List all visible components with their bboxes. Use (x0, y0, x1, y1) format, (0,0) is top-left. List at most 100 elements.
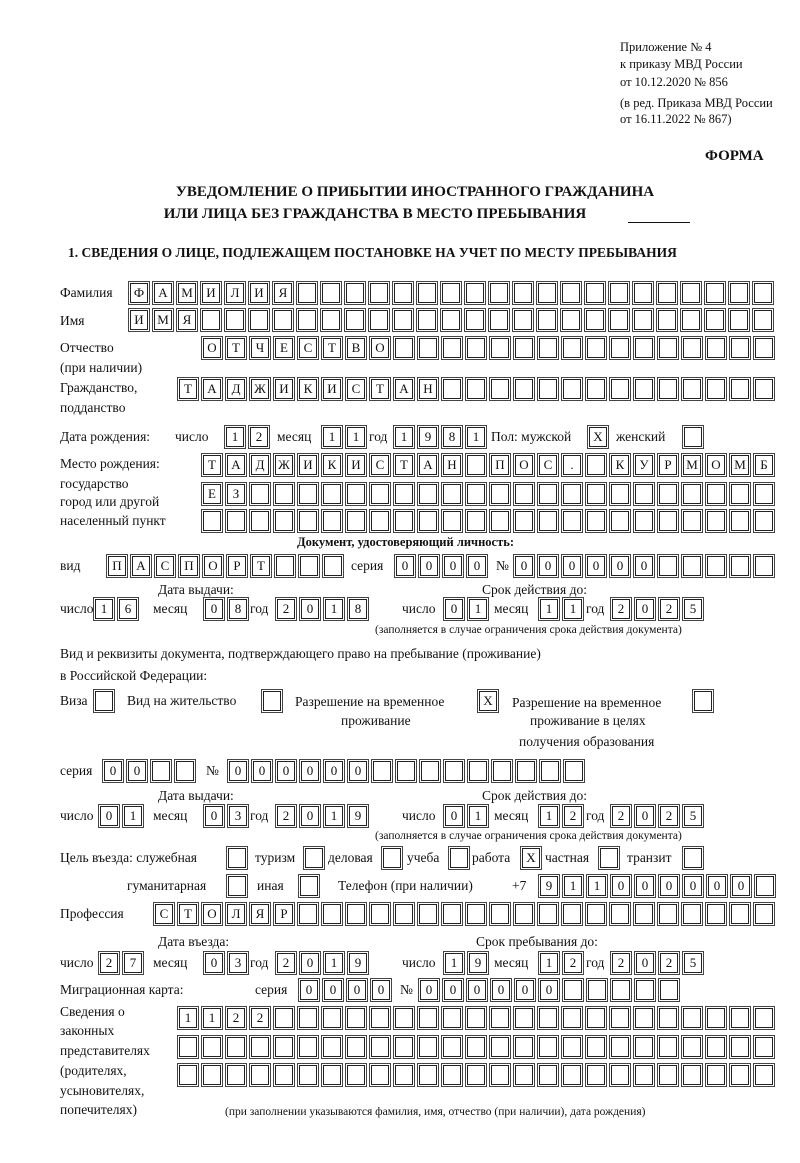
char-box[interactable] (177, 1035, 199, 1059)
char-box[interactable] (513, 902, 535, 926)
char-box[interactable]: 2 (562, 804, 584, 828)
char-box[interactable] (177, 1063, 199, 1087)
char-box[interactable] (633, 902, 655, 926)
char-box[interactable]: 0 (275, 759, 297, 783)
char-box[interactable] (297, 902, 319, 926)
char-box[interactable]: О (705, 453, 727, 477)
char-box[interactable] (633, 1063, 655, 1087)
char-box[interactable]: С (345, 377, 367, 401)
char-box[interactable]: 0 (98, 804, 120, 828)
char-box[interactable]: Т (369, 377, 391, 401)
char-box[interactable] (345, 1006, 367, 1030)
char-box[interactable] (441, 509, 463, 533)
checkbox[interactable] (226, 874, 248, 898)
char-box[interactable]: 0 (658, 874, 680, 898)
char-box[interactable] (393, 1035, 415, 1059)
char-box[interactable] (681, 509, 703, 533)
char-box[interactable] (753, 554, 775, 578)
char-box[interactable]: О (202, 554, 224, 578)
char-box[interactable]: Д (249, 453, 271, 477)
char-box[interactable] (729, 336, 751, 360)
char-box[interactable] (441, 336, 463, 360)
checkbox[interactable] (692, 689, 714, 713)
char-box[interactable]: Н (441, 453, 463, 477)
char-box[interactable]: Ж (249, 377, 271, 401)
char-box[interactable]: М (681, 453, 703, 477)
char-box[interactable] (489, 1006, 511, 1030)
char-box[interactable] (680, 308, 702, 332)
char-box[interactable] (609, 482, 631, 506)
char-box[interactable]: А (225, 453, 247, 477)
char-box[interactable] (729, 482, 751, 506)
char-box[interactable] (441, 1006, 463, 1030)
char-box[interactable] (369, 482, 391, 506)
char-box[interactable]: 9 (538, 874, 560, 898)
char-box[interactable]: 2 (275, 951, 297, 975)
char-box[interactable] (705, 1006, 727, 1030)
char-box[interactable] (297, 509, 319, 533)
char-box[interactable] (273, 1006, 295, 1030)
char-box[interactable]: 0 (633, 554, 655, 578)
char-box[interactable]: 0 (299, 597, 321, 621)
char-box[interactable] (392, 281, 414, 305)
char-box[interactable]: 3 (227, 951, 249, 975)
char-box[interactable] (584, 308, 606, 332)
char-box[interactable]: 2 (225, 1006, 247, 1030)
char-box[interactable]: Т (177, 902, 199, 926)
char-box[interactable]: 0 (251, 759, 273, 783)
char-box[interactable] (705, 482, 727, 506)
char-box[interactable]: Д (225, 377, 247, 401)
char-box[interactable]: 1 (93, 597, 115, 621)
checkbox[interactable] (261, 689, 283, 713)
char-box[interactable] (561, 377, 583, 401)
char-box[interactable]: Р (273, 902, 295, 926)
char-box[interactable] (539, 759, 561, 783)
char-box[interactable] (489, 482, 511, 506)
char-box[interactable]: 0 (443, 804, 465, 828)
char-box[interactable] (441, 482, 463, 506)
char-box[interactable] (656, 281, 678, 305)
char-box[interactable] (537, 1035, 559, 1059)
char-box[interactable] (609, 902, 631, 926)
char-box[interactable] (150, 759, 172, 783)
char-box[interactable] (489, 902, 511, 926)
char-box[interactable] (513, 509, 535, 533)
char-box[interactable] (681, 1006, 703, 1030)
char-box[interactable] (632, 281, 654, 305)
char-box[interactable]: В (345, 336, 367, 360)
char-box[interactable] (657, 1006, 679, 1030)
char-box[interactable]: 0 (442, 978, 464, 1002)
char-box[interactable] (393, 336, 415, 360)
char-box[interactable] (513, 482, 535, 506)
char-box[interactable] (440, 281, 462, 305)
char-box[interactable]: 9 (417, 425, 439, 449)
char-box[interactable]: 1 (562, 874, 584, 898)
char-box[interactable] (465, 453, 487, 477)
char-box[interactable] (705, 1035, 727, 1059)
char-box[interactable] (609, 377, 631, 401)
char-box[interactable] (369, 1035, 391, 1059)
char-box[interactable]: 0 (610, 874, 632, 898)
char-box[interactable] (560, 281, 582, 305)
char-box[interactable] (561, 902, 583, 926)
char-box[interactable] (200, 308, 222, 332)
char-box[interactable]: Ж (273, 453, 295, 477)
char-box[interactable]: А (201, 377, 223, 401)
char-box[interactable] (512, 308, 534, 332)
char-box[interactable] (465, 509, 487, 533)
char-box[interactable]: 1 (465, 425, 487, 449)
char-box[interactable] (729, 1035, 751, 1059)
char-box[interactable] (560, 308, 582, 332)
char-box[interactable] (657, 509, 679, 533)
char-box[interactable]: Н (417, 377, 439, 401)
char-box[interactable] (633, 509, 655, 533)
char-box[interactable] (345, 1063, 367, 1087)
char-box[interactable] (609, 336, 631, 360)
char-box[interactable]: 0 (706, 874, 728, 898)
char-box[interactable] (657, 336, 679, 360)
char-box[interactable] (561, 509, 583, 533)
char-box[interactable]: Л (224, 281, 246, 305)
char-box[interactable] (419, 759, 441, 783)
char-box[interactable]: С (297, 336, 319, 360)
char-box[interactable] (681, 482, 703, 506)
